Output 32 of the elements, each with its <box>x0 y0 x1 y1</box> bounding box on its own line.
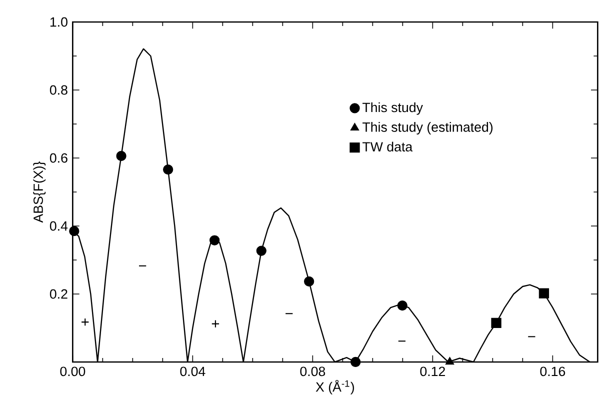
x-tick-label: 0.08 <box>300 366 326 376</box>
x-axis-title: X (Å$^{-1}$) <box>316 380 354 394</box>
x-tick-label: 0.04 <box>180 366 206 376</box>
legend-label: This study (estimated) <box>362 122 493 134</box>
y-axis-title: ABS{F(X)} <box>33 161 46 223</box>
annotation: + <box>212 320 220 328</box>
point <box>350 356 361 368</box>
x-tick-label: 0.16 <box>540 366 566 376</box>
point <box>538 288 550 298</box>
y-tick-label: 0.8 <box>50 85 68 95</box>
y-tick-label: 0.2 <box>50 289 68 299</box>
annotation: − <box>139 265 146 266</box>
point <box>256 246 266 256</box>
x-tick-label: 0.12 <box>420 366 445 376</box>
point <box>304 276 314 286</box>
point <box>491 318 502 328</box>
point <box>116 150 126 162</box>
annotation: − <box>528 336 536 338</box>
annotation: + <box>82 318 89 326</box>
point <box>69 226 80 236</box>
annotation: − <box>286 313 293 314</box>
y-tick-label: 0.4 <box>50 221 68 231</box>
y-tick-label: 1.0 <box>50 17 68 27</box>
legend-label: TW data <box>362 142 413 152</box>
point <box>163 164 174 175</box>
legend-label: This study <box>362 102 423 115</box>
annotation: − <box>398 340 406 342</box>
x-tick-label: 0.00 <box>60 366 86 376</box>
point <box>445 356 454 365</box>
y-tick-label: 0.6 <box>50 153 68 163</box>
point <box>397 300 408 311</box>
point <box>210 235 220 246</box>
